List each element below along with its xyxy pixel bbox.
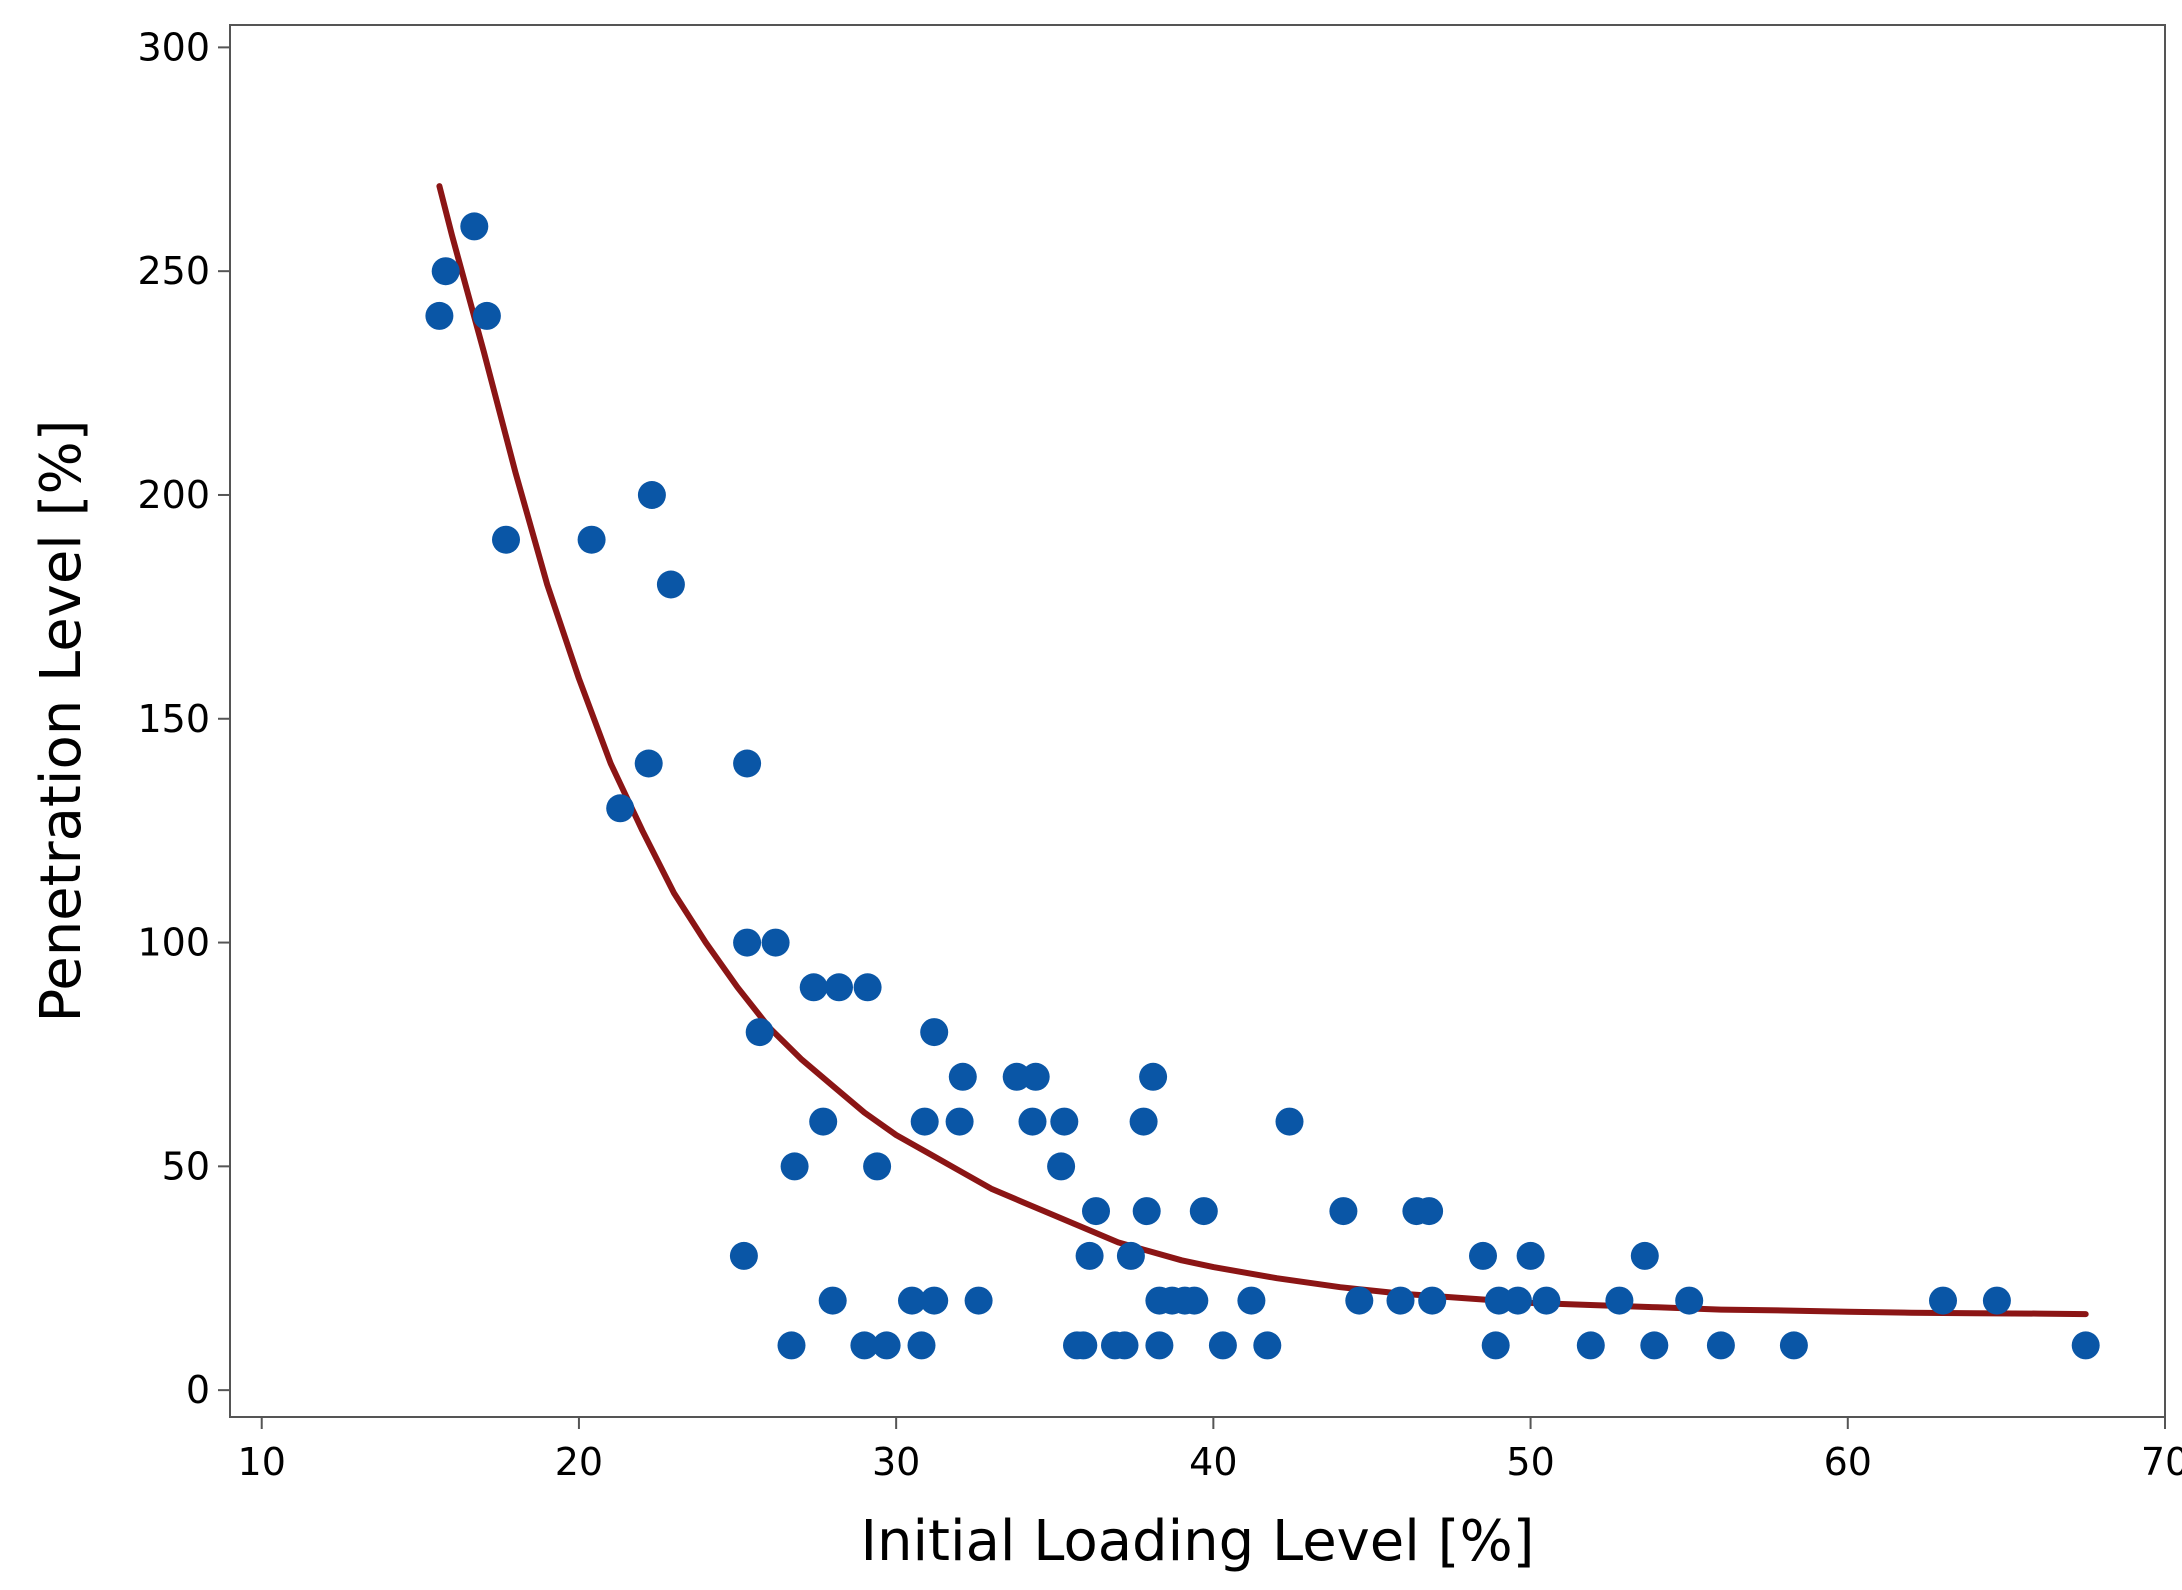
data-point	[1237, 1286, 1266, 1315]
data-point	[920, 1286, 949, 1315]
data-point	[1189, 1197, 1218, 1226]
data-point	[1329, 1197, 1358, 1226]
y-tick-label: 200	[137, 473, 210, 517]
data-point	[637, 481, 666, 509]
data-point	[1082, 1197, 1110, 1226]
data-point	[1503, 1286, 1532, 1315]
data-point	[964, 1286, 993, 1315]
data-point	[1345, 1286, 1374, 1315]
data-point	[920, 1018, 949, 1047]
data-point	[1018, 1107, 1047, 1136]
data-point	[1110, 1331, 1139, 1360]
data-point	[577, 525, 606, 554]
data-point	[634, 749, 663, 778]
data-point	[1982, 1286, 2011, 1315]
data-point	[1069, 1331, 1098, 1360]
data-point	[863, 1152, 892, 1181]
data-point	[1386, 1286, 1415, 1315]
data-point	[1021, 1062, 1050, 1091]
data-point	[733, 749, 762, 778]
data-point	[910, 1107, 939, 1136]
data-point	[1116, 1241, 1145, 1270]
data-point	[1640, 1331, 1669, 1360]
data-point	[1139, 1062, 1168, 1091]
data-point	[1132, 1197, 1161, 1226]
x-tick-label: 30	[872, 1440, 920, 1484]
data-point	[1469, 1241, 1497, 1270]
x-tick-label: 20	[555, 1440, 603, 1484]
data-point	[733, 928, 762, 957]
data-point	[1576, 1331, 1605, 1360]
data-point	[853, 973, 882, 1002]
y-tick-label: 100	[137, 921, 210, 965]
data-point	[472, 301, 501, 330]
data-point	[606, 794, 635, 823]
data-point	[1779, 1331, 1808, 1360]
x-tick-label: 10	[238, 1440, 286, 1484]
data-point	[818, 1286, 847, 1315]
data-point	[907, 1331, 936, 1360]
data-point	[850, 1331, 879, 1360]
x-tick-label: 50	[1506, 1440, 1554, 1484]
data-point	[1630, 1241, 1659, 1270]
x-tick-label: 40	[1189, 1440, 1237, 1484]
x-axis-title: Initial Loading Level [%]	[860, 1509, 1534, 1574]
y-tick-label: 150	[137, 697, 210, 741]
fitted-curve	[436, 183, 2089, 1318]
data-point	[1180, 1286, 1209, 1315]
data-point	[1415, 1197, 1444, 1226]
data-point	[1929, 1286, 1957, 1315]
data-point	[745, 1018, 774, 1047]
data-point	[1706, 1331, 1735, 1360]
x-tick-label: 70	[2141, 1440, 2182, 1484]
y-axis-title: Penetration Level [%]	[29, 419, 94, 1022]
data-point	[425, 301, 454, 330]
data-point	[729, 1241, 758, 1270]
data-point	[1129, 1107, 1158, 1136]
data-point	[1275, 1107, 1304, 1136]
data-point	[656, 570, 685, 599]
data-point	[1047, 1152, 1076, 1181]
x-axis-ticks: 10 20 30 40 50 60 70	[238, 1417, 2182, 1484]
data-point	[898, 1286, 926, 1315]
plot-frame	[229, 24, 2166, 1418]
y-tick-label: 0	[186, 1368, 210, 1412]
data-point	[1516, 1241, 1545, 1270]
data-point	[945, 1107, 974, 1136]
y-tick-label: 300	[137, 25, 210, 69]
data-point	[431, 257, 460, 286]
data-point	[780, 1152, 809, 1181]
x-tick-label: 60	[1824, 1440, 1872, 1484]
data-point	[1605, 1286, 1634, 1315]
data-point	[948, 1062, 977, 1091]
data-point	[1675, 1286, 1704, 1315]
data-point	[492, 525, 520, 554]
data-point	[1418, 1286, 1447, 1315]
data-point	[1145, 1331, 1174, 1360]
data-point	[2071, 1331, 2100, 1360]
data-point	[1208, 1331, 1237, 1360]
data-point	[1075, 1241, 1104, 1270]
y-axis-ticks: 0 50 100 150 200 250 300	[137, 25, 230, 1412]
data-point	[1481, 1331, 1510, 1360]
data-point	[777, 1331, 806, 1360]
data-point	[825, 973, 853, 1002]
data-point	[460, 212, 489, 241]
data-point	[809, 1107, 838, 1136]
data-point	[1050, 1107, 1079, 1136]
data-point	[1532, 1286, 1561, 1315]
data-point	[799, 973, 828, 1002]
data-point	[1253, 1331, 1282, 1360]
data-points	[425, 212, 2100, 1360]
data-point	[761, 928, 790, 957]
y-tick-label: 250	[137, 249, 210, 293]
data-point	[872, 1331, 901, 1360]
y-tick-label: 50	[162, 1144, 210, 1188]
